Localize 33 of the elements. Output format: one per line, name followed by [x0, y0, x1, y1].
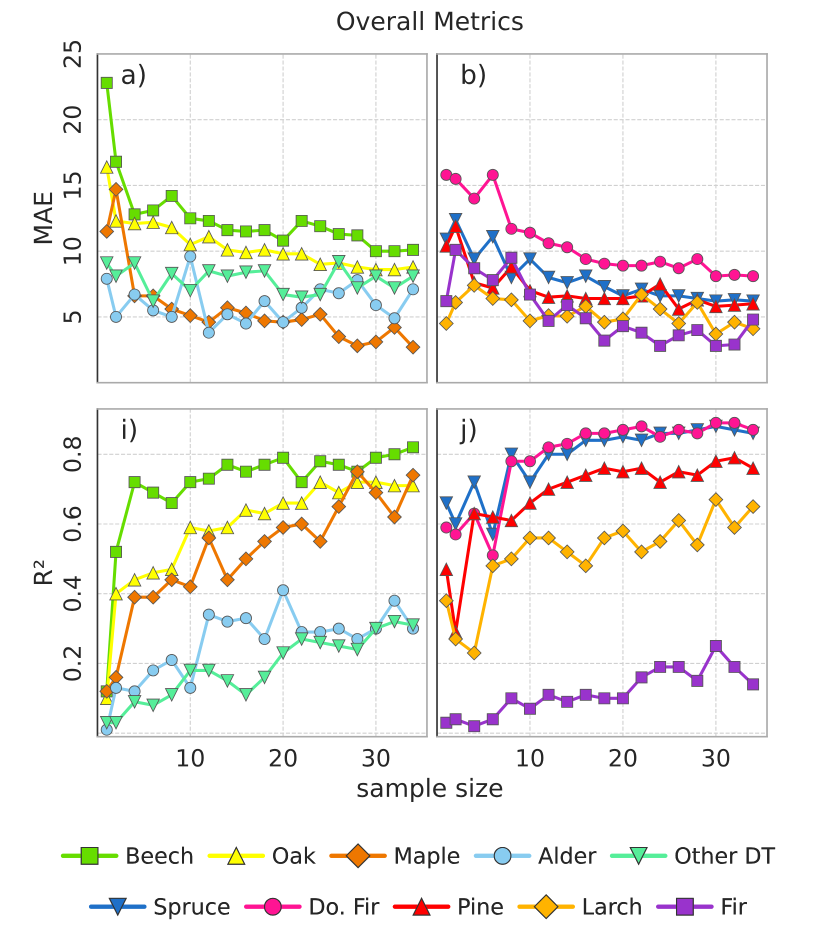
legend-label: Maple [396, 846, 460, 868]
legend-label: Fir [722, 898, 747, 914]
y-tick-label: 15 [64, 172, 82, 198]
y-tick-label: 20 [63, 106, 82, 133]
y-tick-label: 0.8 [63, 437, 82, 472]
chart-title: Overall Metrics [337, 11, 523, 30]
y-tick-label: 0.4 [63, 576, 82, 611]
legend-label: Pine [459, 898, 503, 915]
legend-label: Larch [584, 898, 641, 915]
x-tick-label: 20 [270, 748, 297, 767]
y-tick-label: 0.6 [63, 506, 82, 542]
y-tick-label: 10 [63, 238, 82, 264]
y-axis-title: R² [33, 560, 52, 584]
y-tick-label: 25 [63, 40, 82, 68]
legend-label: Spruce [154, 898, 230, 920]
annotation: b) [462, 64, 485, 88]
annotation: j) [460, 418, 476, 444]
x-axis-title: sample size [358, 778, 502, 802]
x-tick-label: 20 [610, 748, 636, 767]
legend-label: Oak [273, 846, 316, 864]
legend-label: Alder [538, 846, 596, 864]
x-tick-label: 10 [518, 748, 544, 767]
legend-label: Do. Fir [310, 898, 380, 915]
legend-label: Beech [127, 846, 192, 864]
x-tick-label: 10 [178, 748, 204, 767]
x-tick-label: 30 [362, 748, 390, 767]
annotation: i) [123, 418, 136, 442]
y-tick-label: 5 [64, 311, 82, 323]
annotation: a) [122, 64, 145, 88]
x-tick-label: 30 [702, 748, 730, 767]
y-axis-title: MAE [34, 192, 52, 244]
legend-label: Other DT [675, 846, 776, 864]
y-tick-label: 0.2 [63, 647, 82, 681]
